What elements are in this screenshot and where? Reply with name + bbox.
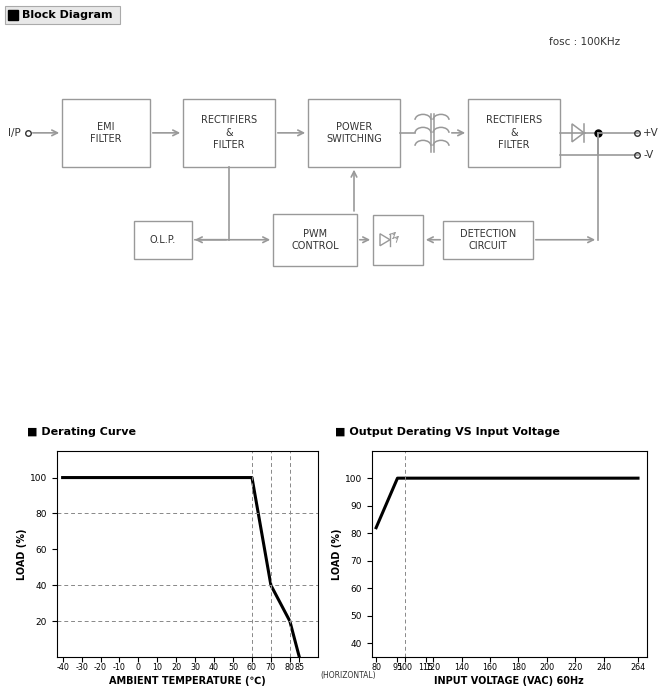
Text: PWM
CONTROL: PWM CONTROL (291, 228, 339, 251)
Text: I/P: I/P (8, 128, 21, 138)
Text: EMI
FILTER: EMI FILTER (90, 122, 122, 144)
Bar (443, 221, 533, 259)
Bar (273, 214, 357, 266)
Bar (134, 221, 192, 259)
Text: fosc : 100KHz: fosc : 100KHz (549, 37, 620, 47)
Text: O.L.P.: O.L.P. (150, 235, 176, 245)
X-axis label: AMBIENT TEMPERATURE (℃): AMBIENT TEMPERATURE (℃) (109, 676, 266, 687)
Bar (308, 99, 400, 166)
Bar (5, 6, 120, 24)
Bar (373, 215, 423, 265)
Bar (62, 99, 150, 166)
Text: RECTIFIERS
&
FILTER: RECTIFIERS & FILTER (201, 116, 257, 150)
X-axis label: INPUT VOLTAGE (VAC) 60Hz: INPUT VOLTAGE (VAC) 60Hz (434, 676, 584, 687)
Text: RECTIFIERS
&
FILTER: RECTIFIERS & FILTER (486, 116, 542, 150)
Text: ■ Derating Curve: ■ Derating Curve (27, 427, 136, 437)
Text: +V: +V (643, 128, 659, 138)
Y-axis label: LOAD (%): LOAD (%) (17, 528, 27, 579)
Text: (HORIZONTAL): (HORIZONTAL) (321, 671, 377, 680)
Bar (468, 99, 560, 166)
Text: POWER
SWITCHING: POWER SWITCHING (326, 122, 382, 144)
Text: ■ Output Derating VS Input Voltage: ■ Output Derating VS Input Voltage (335, 427, 560, 437)
Bar (183, 99, 275, 166)
Text: DETECTION
CIRCUIT: DETECTION CIRCUIT (460, 228, 516, 251)
Bar (8, 10, 18, 20)
Y-axis label: LOAD (%): LOAD (%) (332, 528, 342, 579)
Text: Block Diagram: Block Diagram (22, 10, 113, 20)
Text: -V: -V (643, 150, 653, 160)
